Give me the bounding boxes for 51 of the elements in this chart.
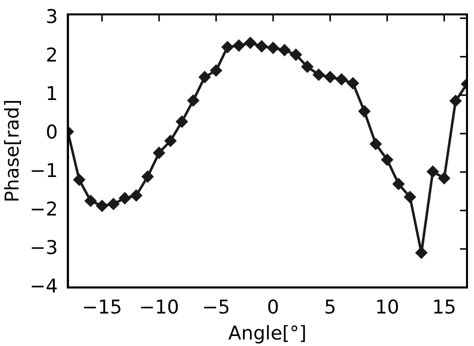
y-tick-label: −4 <box>30 275 58 298</box>
point <box>176 116 188 128</box>
point <box>416 247 428 259</box>
y-tick-label: 2 <box>46 44 58 67</box>
point <box>312 69 324 81</box>
point <box>153 147 165 159</box>
point <box>244 37 256 49</box>
point <box>392 178 404 190</box>
y-tick-label: −2 <box>30 198 58 220</box>
point <box>188 94 200 106</box>
point <box>370 138 382 150</box>
y-tick-label: 1 <box>46 83 58 106</box>
y-axis-title: Phase[rad] <box>1 99 24 202</box>
x-axis-title: Angle[°] <box>228 322 307 345</box>
point <box>267 42 279 54</box>
y-tick-label: −1 <box>30 160 58 182</box>
point <box>381 154 393 166</box>
point <box>336 74 348 86</box>
x-tick-label: −5 <box>202 296 230 319</box>
point <box>108 198 120 210</box>
x-tick-label: 10 <box>375 296 400 319</box>
point <box>210 64 222 76</box>
point <box>347 77 359 89</box>
point <box>222 41 234 53</box>
point <box>198 71 210 83</box>
point <box>119 192 131 204</box>
y-tick-label: −3 <box>30 236 58 259</box>
x-tick-label: 0 <box>267 296 280 319</box>
point <box>450 95 462 107</box>
point <box>278 44 290 56</box>
point <box>233 40 245 52</box>
point <box>404 191 416 203</box>
x-tick-label: 5 <box>324 296 336 319</box>
point <box>302 60 314 72</box>
x-tick-label: 15 <box>432 296 456 319</box>
point <box>164 135 176 147</box>
point <box>96 200 108 212</box>
y-tick-label: 3 <box>46 6 58 28</box>
point <box>438 172 450 184</box>
point <box>256 40 268 52</box>
point <box>73 174 85 186</box>
point <box>130 190 142 202</box>
point <box>290 49 302 61</box>
y-tick-label: 0 <box>46 122 58 144</box>
point <box>324 71 336 83</box>
x-tick-label: −15 <box>82 296 122 319</box>
point <box>84 195 96 207</box>
point <box>427 166 439 178</box>
x-tick-label: −10 <box>138 296 180 319</box>
point <box>358 106 370 118</box>
point <box>142 170 154 182</box>
